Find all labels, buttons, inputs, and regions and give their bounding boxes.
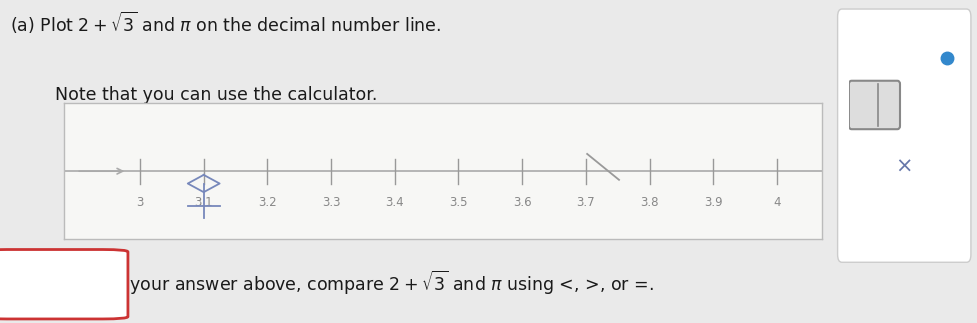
Text: n your answer above, compare $2 + \sqrt{3}$ and $\pi$ using <, >, or =.: n your answer above, compare $2 + \sqrt{… xyxy=(112,269,653,297)
Text: 3.5: 3.5 xyxy=(448,196,467,209)
Text: Note that you can use the calculator.: Note that you can use the calculator. xyxy=(55,86,377,104)
Text: 3.6: 3.6 xyxy=(512,196,531,209)
Text: 3.4: 3.4 xyxy=(385,196,404,209)
Text: 3.7: 3.7 xyxy=(576,196,595,209)
Text: (a) Plot $2 + \sqrt{3}$ and $\pi$ on the decimal number line.: (a) Plot $2 + \sqrt{3}$ and $\pi$ on the… xyxy=(10,10,441,36)
Text: Try again: Try again xyxy=(19,275,92,290)
Text: 3.2: 3.2 xyxy=(258,196,276,209)
Text: 3: 3 xyxy=(136,196,144,209)
Text: 3.1: 3.1 xyxy=(194,196,213,209)
FancyBboxPatch shape xyxy=(0,249,128,319)
Text: ×: × xyxy=(895,157,913,177)
Text: 3.9: 3.9 xyxy=(703,196,722,209)
Text: 4: 4 xyxy=(773,196,780,209)
FancyBboxPatch shape xyxy=(848,81,899,129)
Text: 3.8: 3.8 xyxy=(640,196,658,209)
Text: 3.3: 3.3 xyxy=(321,196,340,209)
FancyBboxPatch shape xyxy=(836,9,970,262)
